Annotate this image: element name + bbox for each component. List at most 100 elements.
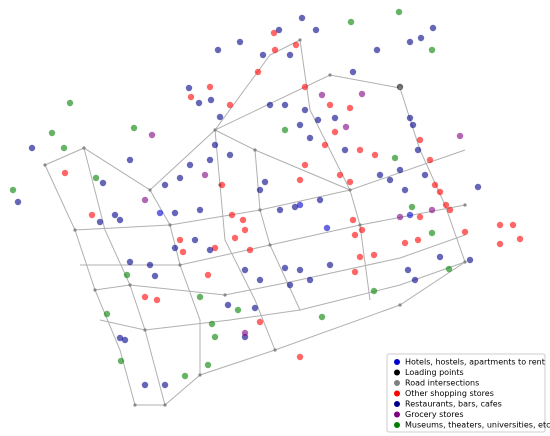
point [88, 211, 96, 219]
point [398, 86, 402, 90]
point [187, 93, 195, 101]
point [281, 101, 289, 109]
point [133, 403, 137, 407]
point [301, 106, 309, 114]
point [266, 101, 274, 109]
road [214, 129, 351, 191]
point [103, 310, 111, 318]
point [141, 381, 149, 389]
point [296, 353, 304, 361]
point [409, 121, 417, 129]
point [141, 196, 149, 204]
point [211, 244, 219, 252]
point [406, 38, 414, 46]
road-network [44, 39, 466, 406]
point [14, 198, 22, 206]
road [214, 74, 401, 131]
point [28, 144, 36, 152]
legend-marker [394, 422, 400, 428]
point [445, 265, 453, 273]
point [61, 169, 69, 177]
point [276, 206, 284, 214]
point [231, 234, 239, 242]
point [179, 248, 187, 256]
point [176, 236, 184, 244]
point [256, 276, 264, 284]
point [356, 146, 364, 154]
point [130, 124, 138, 132]
point [301, 83, 309, 91]
point [421, 171, 429, 179]
road [99, 261, 466, 331]
point [348, 188, 352, 192]
point [234, 306, 242, 314]
road [44, 39, 301, 191]
point [270, 29, 278, 37]
point [328, 73, 332, 77]
legend-marker [394, 380, 400, 386]
point [48, 129, 56, 137]
point [141, 293, 149, 301]
point [121, 336, 129, 344]
point [178, 263, 182, 267]
legend: Hotels, hostels, apartments to rentLoadi… [386, 353, 550, 433]
point [218, 181, 226, 189]
point [406, 114, 414, 122]
point [93, 288, 97, 292]
point [436, 188, 444, 196]
point [326, 261, 334, 269]
point [416, 136, 424, 144]
point [123, 271, 131, 279]
point [251, 304, 259, 312]
point [401, 186, 409, 194]
point [466, 256, 474, 264]
point [259, 51, 267, 59]
legend-marker [394, 401, 400, 407]
point [143, 328, 147, 332]
point [216, 113, 224, 121]
point [226, 101, 234, 109]
point [516, 235, 524, 243]
point [461, 228, 469, 236]
point [146, 261, 154, 269]
legend-marker [394, 359, 400, 365]
point [347, 18, 355, 26]
point [370, 287, 378, 295]
point [207, 96, 215, 104]
point [404, 266, 412, 274]
point [256, 186, 264, 194]
point [60, 144, 68, 152]
point [321, 141, 329, 149]
point [241, 226, 249, 234]
legend-marker [394, 411, 400, 418]
point [417, 34, 425, 42]
point [342, 123, 350, 131]
point [401, 239, 409, 247]
point [291, 203, 299, 211]
point [195, 99, 203, 107]
point [213, 128, 217, 132]
point [204, 361, 212, 369]
legend-label: Hotels, hostels, apartments to rent [405, 358, 545, 367]
point [253, 148, 257, 152]
point [153, 296, 161, 304]
point [356, 253, 364, 261]
point [406, 211, 414, 219]
point [214, 46, 222, 54]
point [296, 266, 304, 274]
point [261, 178, 269, 186]
point [161, 381, 169, 389]
point [351, 231, 359, 239]
point [396, 166, 404, 174]
point [211, 333, 219, 341]
point [239, 216, 247, 224]
point [201, 171, 209, 179]
point [96, 218, 104, 226]
point [211, 141, 219, 149]
point [318, 313, 326, 321]
point [223, 293, 227, 297]
point [296, 176, 304, 184]
legend-box [386, 353, 546, 433]
point [373, 46, 381, 54]
